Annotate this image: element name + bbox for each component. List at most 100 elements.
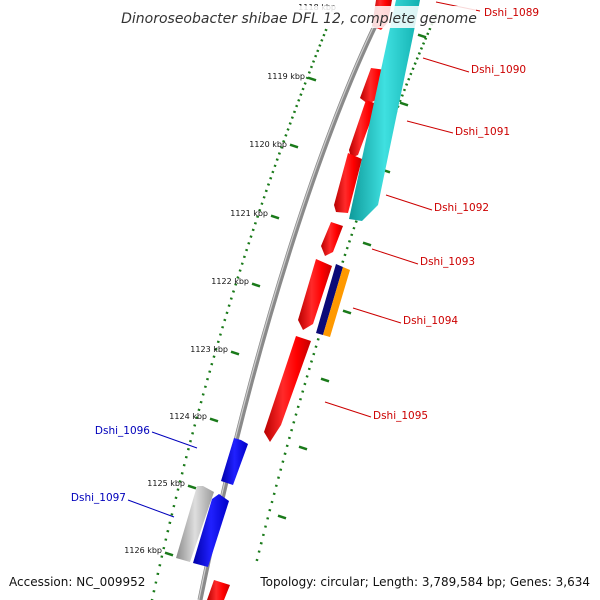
label-dshi-1090[interactable]: Dshi_1090 [471,64,526,76]
label-dshi-1089[interactable]: Dshi_1089 [484,7,539,19]
minor-tick [154,581,158,584]
gene-dshi-1094-orange[interactable] [323,267,350,337]
title-backdrop [122,6,476,28]
leader-dshi-1097 [127,499,175,518]
gene-dshi-1091[interactable] [349,100,377,158]
minor-tick [303,382,307,386]
gene-dshi-1093[interactable] [321,222,343,256]
minor-tick [262,195,266,199]
minor-tick [402,88,406,92]
minor-tick [216,340,220,344]
minor-tick [274,484,278,488]
major-tick [417,33,427,39]
gene-dshi-1096[interactable] [221,438,248,485]
minor-tick [231,290,236,293]
major-tick [298,445,308,451]
minor-tick [354,220,358,223]
label-dshi-1097[interactable]: Dshi_1097 [71,492,126,504]
minor-tick [255,558,259,562]
minor-tick [341,260,345,264]
reverse-strand-genes [176,438,248,567]
major-tick [277,514,287,520]
label-dshi-1095[interactable]: Dshi_1095 [373,410,428,422]
label-dshi-1092[interactable]: Dshi_1092 [434,202,489,214]
minor-tick [268,508,272,512]
minor-tick [281,460,285,463]
minor-tick [208,370,212,373]
minor-tick [182,463,186,467]
gene-dshi-1094-navy[interactable] [316,264,343,335]
minor-tick [270,500,274,504]
minor-tick [426,32,430,36]
minor-tick [199,400,203,404]
minor-tick [343,253,347,257]
major-tick [270,214,280,220]
minor-tick [261,533,265,537]
gene-bottom-red[interactable] [207,580,230,600]
gene-dshi-1094-red[interactable] [298,259,332,330]
major-tick [320,377,330,383]
minor-tick [411,67,415,71]
minor-tick [297,98,301,102]
minor-tick [279,468,283,471]
minor-tick [245,248,249,252]
major-tick [209,417,219,423]
minor-tick [266,517,270,520]
minor-tick [295,104,299,108]
minor-tick [184,455,188,459]
major-tick [187,484,197,490]
minor-tick [251,228,255,232]
minor-tick [260,202,264,206]
footer-topology-backdrop [256,572,594,590]
minor-tick [290,428,294,432]
leader-dshi-1093 [371,248,419,265]
kbp-label-1124: 1124 kbp [169,412,207,421]
gene-dshi-1095[interactable] [264,336,311,442]
minor-tick [314,54,318,58]
gene-dshi-1097-gray[interactable] [176,486,214,562]
genome-backbone-highlight [198,0,388,600]
minor-tick [282,139,286,143]
kbp-label-1119: 1119 kbp [267,72,305,81]
minor-tick [409,72,413,76]
kbp-label-1126: 1126 kbp [124,546,162,555]
label-leader-lines [127,1,481,518]
minor-tick [350,233,354,237]
minor-tick [312,352,316,356]
minor-tick [405,83,409,86]
minor-tick [275,158,279,161]
minor-tick [219,333,222,336]
minor-tick [172,504,176,508]
minor-tick [312,60,316,63]
minor-tick [203,385,207,389]
minor-tick [286,128,290,131]
minor-tick [301,390,305,393]
minor-tick [210,362,214,366]
label-dshi-1093[interactable]: Dshi_1093 [420,256,475,268]
leader-dshi-1095 [324,401,372,418]
minor-tick [314,345,318,349]
minor-tick [277,152,281,155]
minor-tick [283,452,287,456]
minor-tick [415,57,419,60]
label-dshi-1096[interactable]: Dshi_1096 [95,425,150,437]
gene-dshi-1092[interactable] [334,153,362,213]
kbp-label-1125: 1125 kbp [147,479,185,488]
minor-tick [413,62,417,66]
accession-text: Accession: NC_009952 [9,575,145,589]
minor-tick [305,375,309,378]
minor-tick [234,283,238,286]
minor-tick [352,226,356,230]
minor-tick [296,405,300,409]
gene-cyan-band[interactable] [349,0,420,221]
minor-tick [197,408,201,412]
minor-tick [287,436,291,440]
minor-tick [180,472,184,475]
gene-dshi-1097[interactable] [193,494,229,567]
minor-tick [419,46,423,50]
minor-tick [266,183,271,186]
leader-dshi-1094 [352,307,402,324]
minor-tick [290,116,294,120]
label-dshi-1094[interactable]: Dshi_1094 [403,315,458,327]
label-dshi-1091[interactable]: Dshi_1091 [455,126,510,138]
